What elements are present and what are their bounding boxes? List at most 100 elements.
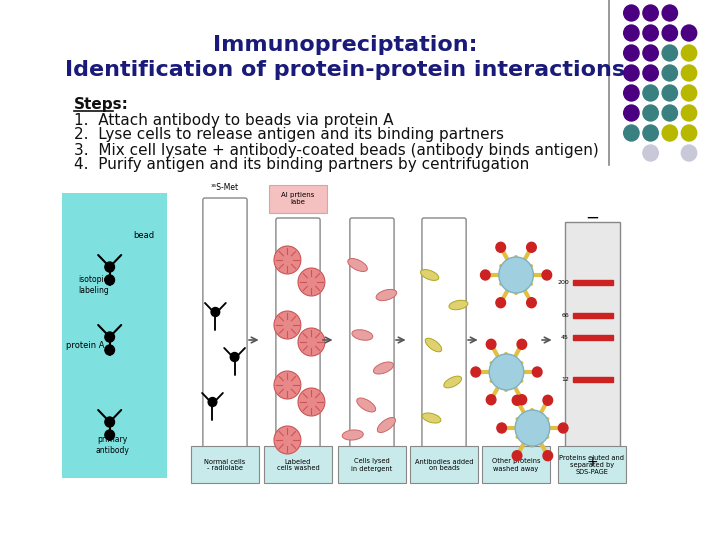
Circle shape [274, 371, 301, 399]
Circle shape [558, 423, 568, 433]
Text: 12: 12 [561, 377, 569, 382]
Ellipse shape [342, 430, 364, 440]
Circle shape [624, 105, 639, 121]
Circle shape [512, 451, 522, 461]
Text: 4.  Purify antigen and its binding partners by centrifugation: 4. Purify antigen and its binding partne… [74, 158, 529, 172]
Text: Immunopreciptation:: Immunopreciptation: [213, 35, 477, 55]
Circle shape [643, 145, 658, 161]
FancyBboxPatch shape [192, 446, 258, 483]
Circle shape [624, 25, 639, 41]
Circle shape [662, 5, 678, 21]
Text: Al prtiens
labe: Al prtiens labe [282, 192, 315, 206]
Circle shape [208, 397, 217, 407]
Text: Cells lysed
in detergent: Cells lysed in detergent [351, 458, 392, 471]
Text: 45: 45 [561, 335, 569, 340]
Circle shape [681, 45, 697, 61]
Circle shape [662, 65, 678, 81]
Circle shape [517, 395, 526, 404]
Ellipse shape [420, 269, 438, 280]
Circle shape [298, 328, 325, 356]
Circle shape [274, 246, 301, 274]
Bar [573, 377, 613, 382]
Ellipse shape [374, 362, 394, 374]
Circle shape [230, 353, 239, 361]
Circle shape [105, 332, 114, 342]
Ellipse shape [377, 417, 395, 433]
Circle shape [624, 45, 639, 61]
Circle shape [105, 262, 114, 272]
Circle shape [532, 367, 542, 377]
Ellipse shape [422, 413, 441, 423]
Circle shape [526, 242, 536, 252]
Ellipse shape [352, 330, 373, 340]
FancyBboxPatch shape [62, 193, 167, 478]
Circle shape [497, 423, 506, 433]
Circle shape [542, 270, 552, 280]
Circle shape [681, 25, 697, 41]
Circle shape [643, 45, 658, 61]
Circle shape [662, 125, 678, 141]
FancyBboxPatch shape [558, 446, 626, 483]
Text: +: + [586, 455, 598, 469]
Circle shape [471, 367, 480, 377]
Text: 66: 66 [561, 313, 569, 318]
Ellipse shape [449, 300, 468, 310]
Bar [573, 335, 613, 340]
Text: primary
antibody: primary antibody [96, 435, 130, 455]
FancyBboxPatch shape [276, 218, 320, 472]
Circle shape [515, 410, 549, 446]
Circle shape [496, 242, 505, 252]
Text: ³⁵S-Met: ³⁵S-Met [211, 183, 239, 192]
Ellipse shape [444, 376, 462, 388]
FancyBboxPatch shape [269, 185, 327, 213]
Ellipse shape [356, 398, 376, 412]
Circle shape [662, 105, 678, 121]
Circle shape [298, 268, 325, 296]
Text: Labeled
cells washed: Labeled cells washed [276, 458, 320, 471]
Circle shape [643, 65, 658, 81]
FancyBboxPatch shape [482, 446, 549, 483]
Circle shape [624, 125, 639, 141]
FancyBboxPatch shape [565, 222, 620, 459]
Circle shape [662, 25, 678, 41]
Circle shape [643, 85, 658, 101]
Circle shape [512, 395, 522, 406]
Circle shape [496, 298, 505, 308]
Text: 2.  Lyse cells to release antigen and its binding partners: 2. Lyse cells to release antigen and its… [74, 127, 504, 143]
Text: Antibodies added
on beads: Antibodies added on beads [415, 458, 473, 471]
Circle shape [105, 417, 114, 427]
Text: protein A: protein A [66, 341, 105, 349]
Circle shape [274, 426, 301, 454]
Circle shape [662, 45, 678, 61]
Circle shape [624, 85, 639, 101]
Text: bead: bead [134, 231, 155, 240]
Bar [573, 313, 613, 318]
Text: isotopic
labeling: isotopic labeling [78, 275, 109, 295]
Text: −: − [585, 209, 599, 227]
Text: Steps:: Steps: [74, 98, 129, 112]
Circle shape [298, 388, 325, 416]
Text: 200: 200 [557, 280, 569, 285]
Ellipse shape [348, 259, 367, 272]
FancyBboxPatch shape [264, 446, 332, 483]
Text: 1.  Attach antibody to beads via protein A: 1. Attach antibody to beads via protein … [74, 112, 394, 127]
Circle shape [489, 354, 523, 390]
Circle shape [643, 5, 658, 21]
FancyBboxPatch shape [350, 218, 394, 472]
Circle shape [211, 307, 220, 316]
Circle shape [274, 311, 301, 339]
Circle shape [499, 257, 534, 293]
Circle shape [105, 275, 114, 285]
Circle shape [681, 125, 697, 141]
FancyBboxPatch shape [410, 446, 477, 483]
Circle shape [643, 25, 658, 41]
Circle shape [662, 85, 678, 101]
Circle shape [681, 65, 697, 81]
Text: 3.  Mix cell lysate + antibody-coated beads (antibody binds antigen): 3. Mix cell lysate + antibody-coated bea… [74, 143, 599, 158]
Circle shape [486, 395, 496, 404]
FancyBboxPatch shape [203, 198, 247, 472]
Text: Normal cells
- radiolabe: Normal cells - radiolabe [204, 458, 246, 471]
Circle shape [105, 430, 114, 440]
Circle shape [624, 65, 639, 81]
Circle shape [543, 395, 552, 406]
